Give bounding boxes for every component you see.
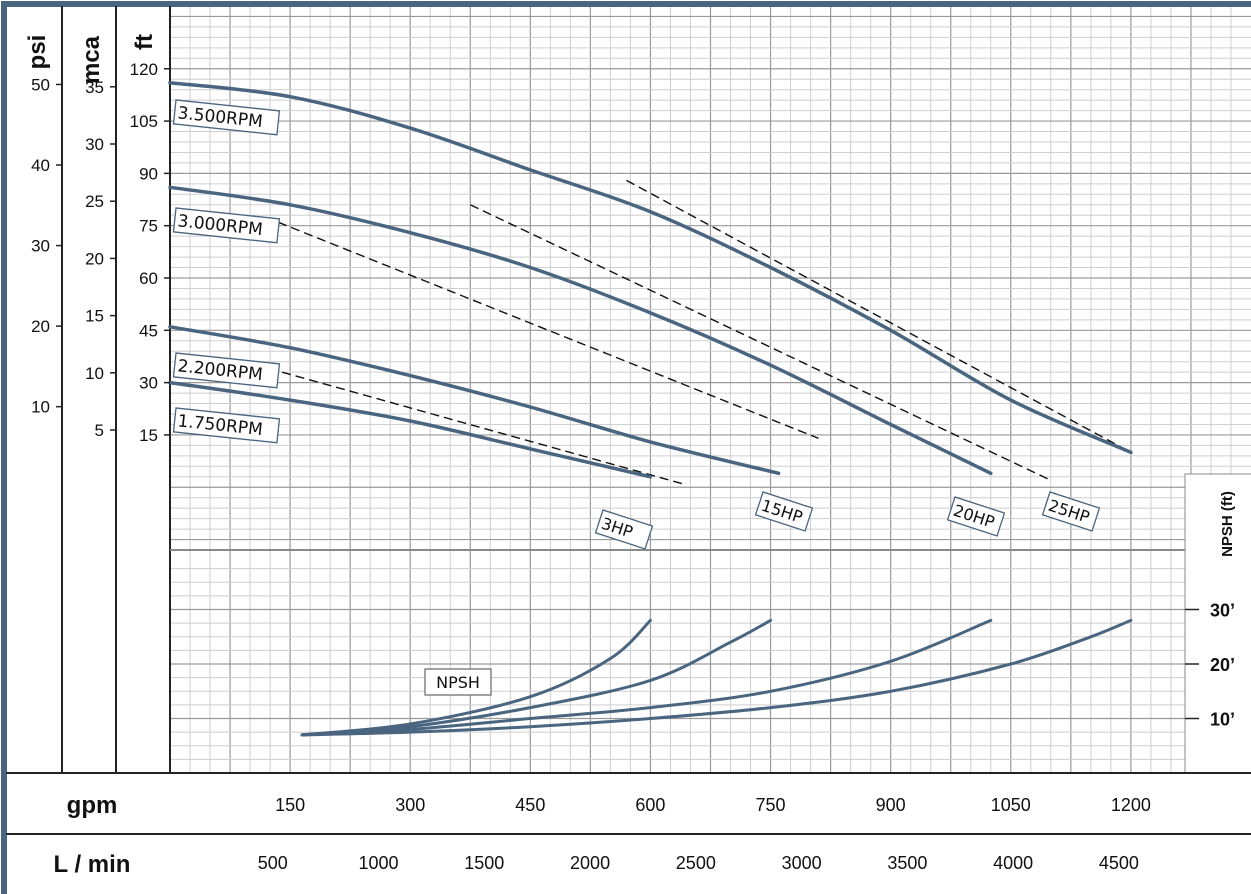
psi-tick-label: 20 [31, 317, 50, 336]
npsh-curve-4 [300, 618, 1133, 737]
gpm-axis-title: gpm [67, 792, 118, 819]
rpm-tag-2-box [172, 207, 281, 244]
lmin-tick-label: 3000 [782, 853, 822, 873]
power-line-25hp [626, 179, 1132, 453]
rpm-tag-1: 3.500RPM [172, 99, 281, 136]
hp-tag-3hp: 3HP [594, 509, 654, 550]
gpm-tick-label: 300 [395, 795, 425, 815]
gpm-tick-label: 450 [515, 795, 545, 815]
psi-tick-label: 30 [31, 237, 50, 256]
gpm-tick-label: 1200 [1111, 795, 1151, 815]
gpm-tick-label: 1050 [991, 795, 1031, 815]
lmin-tick-label: 1000 [359, 853, 399, 873]
ft-tick-label: 90 [139, 164, 158, 183]
mca-tick-label: 20 [85, 249, 104, 268]
mca-tick-label: 35 [85, 78, 104, 97]
npsh-curve-2 [300, 618, 773, 737]
npsh-tag: NPSH [424, 668, 492, 696]
curve-3000rpm [168, 185, 993, 476]
ft-tick-label: 105 [130, 112, 158, 131]
ft-tick-label: 60 [139, 269, 158, 288]
lmin-tick-label: 4000 [993, 853, 1033, 873]
rpm-tag-3: 2.200RPM [172, 352, 281, 389]
hp-tag-20hp-box [946, 496, 1006, 537]
npsh-axis-title: NPSH (ft) [1219, 491, 1236, 557]
power-line-3hp [281, 371, 683, 485]
ft-tick-label: 120 [130, 60, 158, 79]
psi-tick-label: 50 [31, 75, 50, 94]
rpm-tag-4-box [172, 407, 281, 444]
ft-axis-title: ft [131, 34, 158, 50]
rpm-tag-4: 1.750RPM [172, 407, 281, 444]
hp-tag-25hp-box [1041, 491, 1101, 532]
power-line-20hp [469, 204, 1052, 481]
ft-tick-label: 30 [139, 374, 158, 393]
mca-tick-label: 15 [85, 307, 104, 326]
rpm-tag-1-box [172, 99, 281, 136]
mca-tick-label: 5 [95, 421, 104, 440]
lmin-axis-title: L / min [54, 851, 131, 878]
npsh-tick-label: 30’ [1210, 601, 1235, 621]
gpm-tick-label: 750 [756, 795, 786, 815]
lmin-tick-label: 1500 [464, 853, 504, 873]
rpm-tag-2: 3.000RPM [172, 207, 281, 244]
curve-3500rpm [168, 80, 1133, 455]
labels-layer: psi mca ft NPSH (ft) gpm L / min 15 30 45 60 75 90 1… [24, 34, 1236, 878]
hp-tag-3hp-box [594, 509, 654, 550]
mca-tick-label: 30 [85, 135, 104, 154]
rpm-tag-3-box [172, 352, 281, 389]
npsh-tick-label: 10’ [1210, 710, 1235, 730]
grid [170, 6, 1251, 773]
gpm-tick-label: 150 [275, 795, 305, 815]
hp-tag-20hp: 20HP [946, 496, 1006, 537]
mca-tick-label: 25 [85, 192, 104, 211]
psi-tick-label: 40 [31, 156, 50, 175]
lmin-tick-label: 3500 [887, 853, 927, 873]
lmin-tick-label: 2000 [570, 853, 610, 873]
npsh-tag-text: NPSH [436, 673, 480, 692]
lmin-tick-label: 2500 [676, 853, 716, 873]
ft-tick-label: 45 [139, 321, 158, 340]
mca-tick-label: 10 [85, 364, 104, 383]
curve-1750rpm [168, 380, 653, 479]
npsh-tag-box [424, 668, 492, 696]
npsh-curve-3 [300, 618, 993, 737]
mca-axis-title: mca [78, 35, 105, 84]
hp-tag-15hp-box [754, 491, 814, 532]
npsh-tick-label: 20’ [1210, 655, 1235, 675]
npsh-axis-box [1184, 473, 1251, 774]
gpm-tick-label: 900 [876, 795, 906, 815]
gpm-tick-label: 600 [635, 795, 665, 815]
lmin-tick-label: 500 [258, 853, 288, 873]
lmin-tick-label: 4500 [1099, 853, 1139, 873]
curve-2200rpm [168, 325, 781, 476]
series-layer [168, 80, 1133, 737]
psi-axis-title: psi [24, 35, 51, 70]
ft-tick-label: 15 [139, 426, 158, 445]
ft-tick-label: 75 [139, 217, 158, 236]
psi-tick-label: 10 [31, 398, 50, 417]
